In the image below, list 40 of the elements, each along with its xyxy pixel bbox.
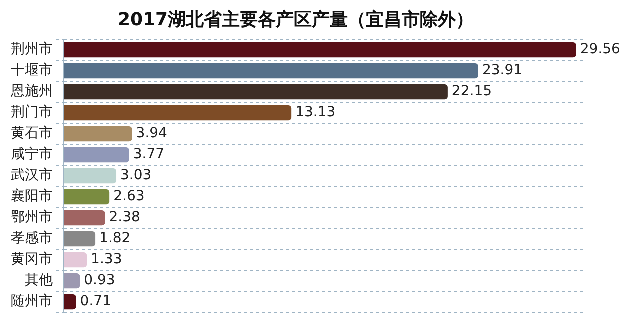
data-label: 1.33 [91, 252, 122, 268]
y-tick-label: 恩施州 [10, 84, 53, 100]
y-tick-label: 荆州市 [11, 42, 53, 58]
data-label: 2.63 [114, 188, 145, 205]
data-label: 13.13 [296, 104, 336, 121]
bar [64, 168, 117, 184]
data-label: 29.56 [580, 42, 621, 58]
data-label: 0.93 [84, 272, 116, 289]
bar [64, 148, 130, 163]
y-tick-label: 随州市 [11, 294, 53, 310]
y-tick-label: 武汉市 [11, 168, 53, 184]
y-tick-label: 荆门市 [11, 104, 53, 121]
data-label: 23.91 [482, 62, 523, 79]
y-tick-label: 孝感市 [11, 230, 53, 247]
bar [64, 106, 292, 121]
y-tick-label: 襄阳市 [11, 188, 53, 205]
data-label: 3.03 [120, 168, 152, 184]
bar [64, 232, 96, 247]
bar [64, 274, 80, 289]
y-tick-label: 咸宁市 [11, 146, 53, 163]
bar [64, 64, 478, 79]
bar [64, 252, 88, 268]
data-label: 3.77 [133, 146, 165, 163]
bar [64, 190, 110, 205]
chart-title: 2017湖北省主要各产区产量（宜昌市除外） [118, 9, 474, 30]
data-label: 22.15 [452, 84, 492, 100]
y-tick-label: 黄石市 [11, 126, 53, 142]
bar [64, 210, 106, 226]
bar [64, 294, 76, 310]
y-tick-label: 黄冈市 [11, 252, 53, 268]
data-label: 3.94 [136, 126, 168, 142]
bar [64, 84, 448, 100]
data-label: 1.82 [100, 230, 131, 247]
y-tick-label: 十堰市 [11, 62, 53, 79]
bar [64, 126, 132, 142]
y-tick-label: 其他 [25, 272, 53, 289]
data-label: 0.71 [80, 294, 112, 310]
data-label: 2.38 [109, 210, 140, 226]
bar [64, 42, 576, 58]
y-tick-label: 鄂州市 [11, 210, 53, 226]
